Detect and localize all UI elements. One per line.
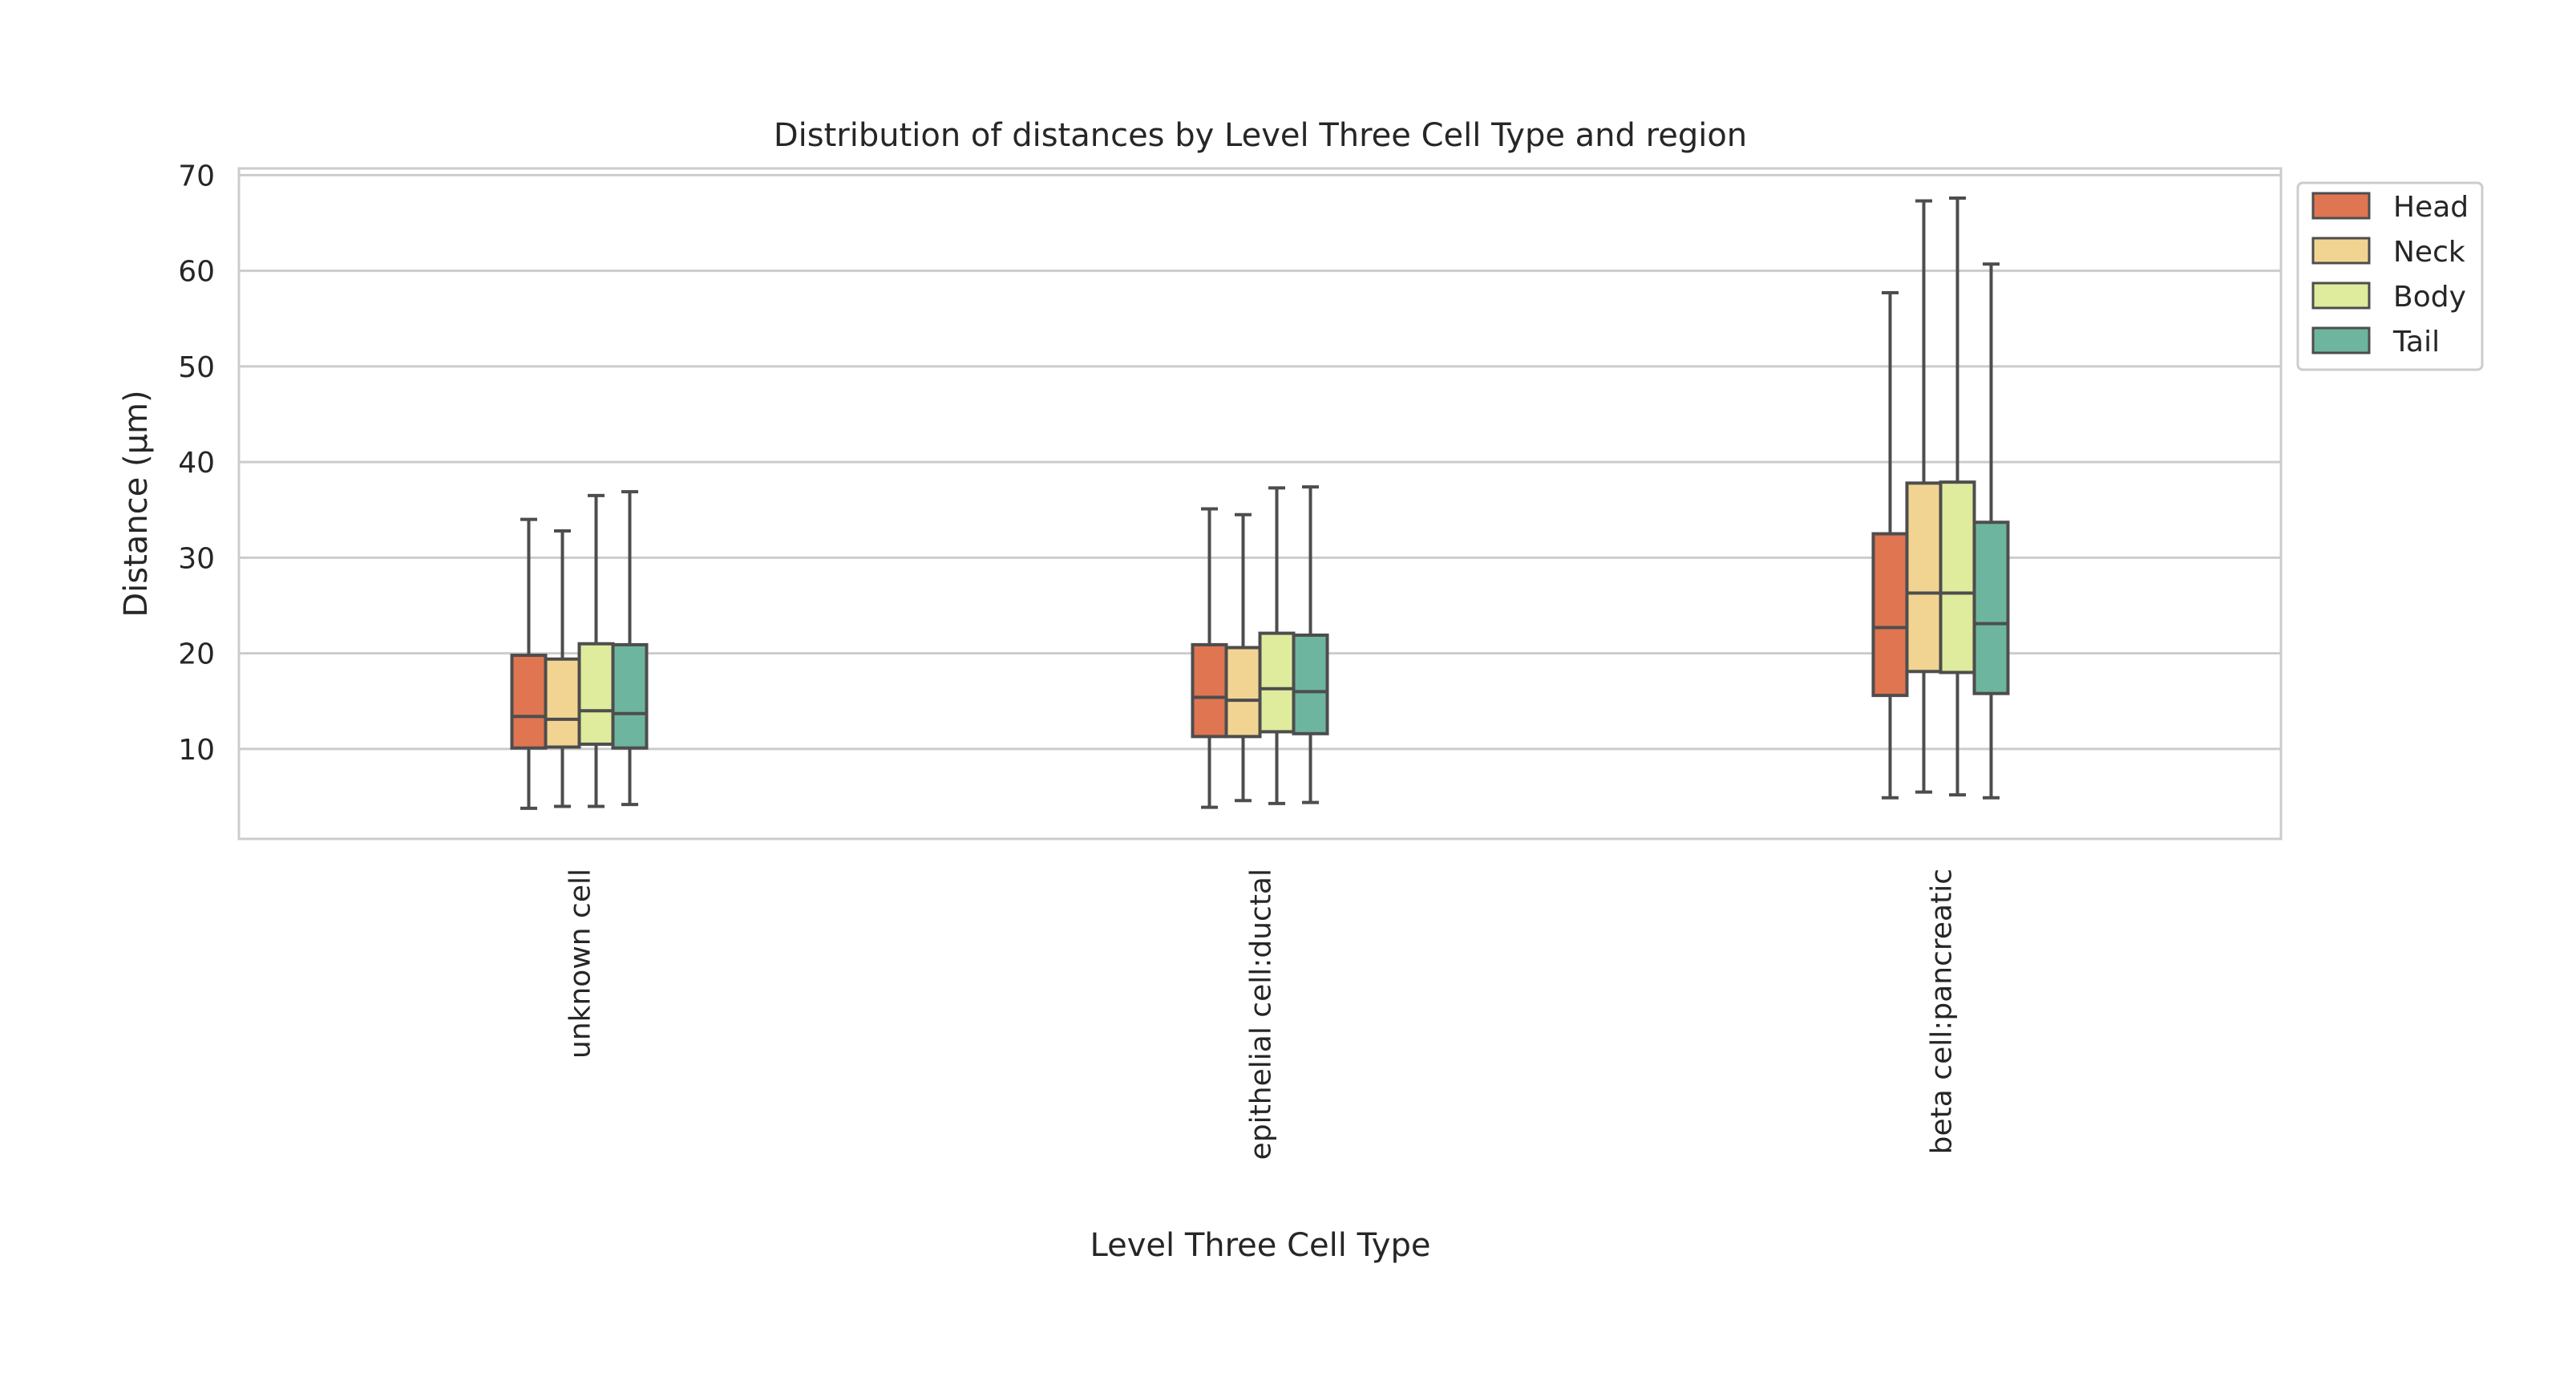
box-body — [1939, 196, 1976, 797]
legend-label: Head — [2393, 191, 2469, 224]
x-tick-labels: unknown cell epithelial cell:ductal beta c… — [564, 869, 1959, 1160]
iqr-box — [1972, 520, 2010, 695]
box-neck — [544, 529, 581, 808]
iqr-box — [1871, 532, 1909, 698]
box-tail — [1292, 485, 1329, 804]
y-tick-labels: 10 20 30 40 50 60 70 — [178, 160, 215, 767]
chart-title: Distribution of distances by Level Three… — [774, 117, 1747, 154]
iqr-box — [544, 657, 581, 749]
x-tick-label: epithelial cell:ductal — [1245, 869, 1278, 1160]
y-tick-label: 30 — [178, 542, 215, 575]
legend-frame — [2296, 181, 2484, 371]
box-body — [577, 493, 615, 808]
iqr-box — [1224, 646, 1262, 739]
iqr-box — [1905, 481, 1943, 674]
x-tick-label: beta cell:pancreatic — [1926, 869, 1959, 1154]
iqr-box — [611, 642, 649, 750]
box-head — [510, 517, 548, 810]
box-body — [1258, 486, 1296, 805]
x-axis-title: Level Three Cell Type — [1090, 1227, 1431, 1264]
plot-frame — [237, 167, 2283, 840]
y-tick-label: 40 — [178, 447, 215, 480]
y-tick-label: 10 — [178, 734, 215, 767]
iqr-box — [1292, 633, 1329, 735]
legend-label: Neck — [2393, 236, 2465, 269]
legend-swatch — [2311, 326, 2371, 354]
iqr-box — [1258, 631, 1296, 734]
y-axis-title: Distance (µm) — [118, 390, 155, 617]
box-head — [1191, 507, 1228, 809]
box-neck — [1905, 199, 1943, 794]
legend-swatch — [2311, 237, 2371, 265]
y-tick-label: 60 — [178, 256, 215, 289]
y-tick-label: 70 — [178, 160, 215, 192]
box-head — [1871, 291, 1909, 800]
box-groups — [510, 196, 2010, 810]
box-tail — [1972, 262, 2010, 800]
iqr-box — [577, 642, 615, 746]
legend-label: Body — [2393, 281, 2466, 314]
legend: Head Neck Body Tail — [2296, 181, 2484, 371]
y-tick-label: 20 — [178, 638, 215, 671]
box-neck — [1224, 512, 1262, 803]
legend-label: Tail — [2392, 326, 2440, 358]
iqr-box — [1191, 642, 1228, 739]
y-tick-label: 50 — [178, 351, 215, 384]
x-tick-label: unknown cell — [564, 869, 597, 1059]
iqr-box — [1939, 480, 1976, 674]
iqr-box — [510, 654, 548, 750]
legend-swatch — [2311, 192, 2371, 220]
legend-swatch — [2311, 281, 2371, 310]
box-tail — [611, 490, 649, 807]
